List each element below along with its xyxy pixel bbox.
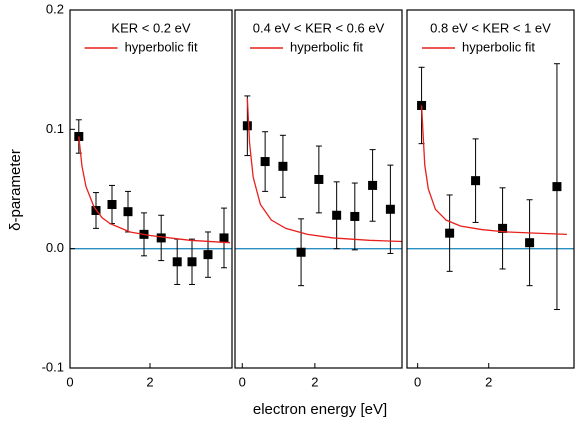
point xyxy=(123,207,133,217)
legend-label: hyperbolic fit xyxy=(125,39,198,54)
point xyxy=(552,182,562,192)
point xyxy=(219,233,229,243)
x-tick-label: 2 xyxy=(311,374,318,389)
point xyxy=(332,210,342,220)
fit-line xyxy=(246,98,403,243)
point xyxy=(498,223,508,233)
point xyxy=(156,233,166,243)
point xyxy=(368,180,378,190)
legend-label: hyperbolic fit xyxy=(290,39,363,54)
point xyxy=(242,121,252,131)
point xyxy=(172,257,182,267)
y-axis-label: δ-parameter xyxy=(7,149,24,231)
point xyxy=(278,161,288,171)
point xyxy=(107,200,117,210)
plot-frame xyxy=(69,9,233,369)
fit-line xyxy=(78,136,231,244)
x-tick-label: 0 xyxy=(66,374,73,389)
point xyxy=(260,157,270,167)
fit-line xyxy=(420,105,567,235)
point xyxy=(445,228,455,238)
plot-frame xyxy=(406,9,575,369)
point xyxy=(385,204,395,214)
point xyxy=(471,176,481,186)
x-axis-label: electron energy [eV] xyxy=(253,401,387,418)
x-tick-label: 2 xyxy=(146,374,153,389)
panel-title: KER < 0.2 eV xyxy=(111,20,190,35)
plot-frame xyxy=(234,9,403,369)
x-tick-label: 2 xyxy=(485,374,492,389)
point xyxy=(350,211,360,221)
point xyxy=(296,247,306,257)
y-tick-label: 0.1 xyxy=(46,121,64,136)
legend-label: hyperbolic fit xyxy=(462,39,535,54)
x-tick-label: 0 xyxy=(414,374,421,389)
point xyxy=(203,250,213,260)
y-tick-label: 0.2 xyxy=(46,1,64,16)
y-tick-label: -0.1 xyxy=(42,359,64,374)
point xyxy=(525,238,535,248)
panel-title: 0.8 eV < KER < 1 eV xyxy=(430,20,551,35)
panel-title: 0.4 eV < KER < 0.6 eV xyxy=(253,20,385,35)
point xyxy=(187,257,197,267)
point xyxy=(314,174,324,184)
y-tick-label: 0.0 xyxy=(46,240,64,255)
x-tick-label: 0 xyxy=(239,374,246,389)
